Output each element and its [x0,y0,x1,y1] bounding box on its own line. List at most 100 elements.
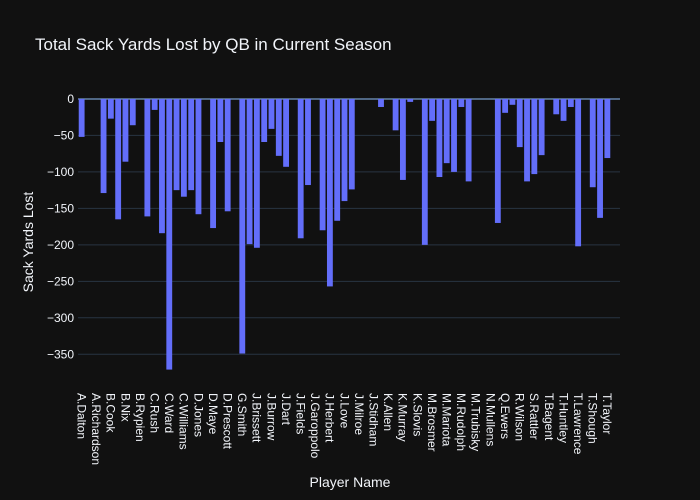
bar [443,98,450,164]
bar [253,98,260,248]
x-tick-label: D.Maye [206,393,220,435]
bar [560,98,567,121]
x-tick-label: M.Mariota [440,393,454,447]
bar [129,98,136,126]
bar [188,98,195,191]
bar [195,98,202,215]
x-tick-label: J.Dart [279,393,293,426]
y-tick-label: 0 [67,92,74,106]
bar [239,98,246,354]
bar [166,98,173,370]
bar [122,98,129,162]
x-tick-label: K.Murray [396,393,410,442]
x-tick-label: S.Rattler [527,393,541,440]
bar [421,98,428,245]
x-tick-label: D.Prescott [220,393,234,450]
y-tick-label: −50 [54,128,75,142]
bar [319,98,326,231]
y-tick-label: −300 [47,311,74,325]
x-tick-label: A.Richardson [89,393,103,465]
x-tick-label: J.Brissett [250,393,264,443]
x-tick-label: T.Lawrence [571,393,585,455]
bar [151,98,158,110]
bar [341,98,348,202]
bar [348,98,355,190]
bar [378,98,384,107]
x-tick-label: M.Rudolph [454,393,468,451]
bar [261,98,268,142]
bar [210,98,216,229]
y-tick-label: −350 [47,347,74,361]
x-tick-label: K.Slovis [410,393,424,436]
bar [597,98,603,218]
x-tick-label: B.Nix [118,393,132,422]
bar [407,98,414,102]
bar [494,98,501,223]
x-tick-label: J.Garoppolo [308,393,322,459]
x-tick-label: T.Bagent [542,393,556,441]
x-tick-label: J.Fields [293,393,307,434]
bar [436,98,443,178]
x-tick-label: C.Williams [177,393,191,450]
bar [326,98,333,287]
bar [531,98,538,175]
bar [429,98,436,121]
x-tick-label: J.Burrow [264,393,278,441]
bar [509,98,516,105]
bar [553,98,560,115]
bar [524,98,530,182]
y-tick-label: −250 [47,274,74,288]
bar [115,98,122,220]
x-tick-label: R.Wilson [513,393,527,441]
bar [275,98,282,156]
bar [224,98,231,212]
x-tick-label: J.Love [337,393,351,429]
bar [604,98,611,159]
x-tick-label: C.Rush [147,393,161,433]
x-tick-label: Q.Ewers [498,393,512,439]
x-tick-label: T.Taylor [600,393,614,434]
bar [399,98,406,180]
bar [78,98,85,137]
bar [465,98,472,182]
x-tick-label: D.Jones [191,393,205,437]
bar [159,98,165,234]
bar [502,98,509,113]
x-tick-label: A.Dalton [74,393,88,439]
x-tick-label: J.Stidham [367,393,381,446]
x-tick-label: T.Huntley [556,393,570,443]
x-axis-title: Player Name [310,474,391,490]
x-tick-label: M.Brosmer [425,393,439,452]
chart-title: Total Sack Yards Lost by QB in Current S… [35,35,392,54]
bar [538,98,545,156]
y-tick-label: −200 [47,238,74,252]
x-tick-label: T.Shough [586,393,600,444]
bar [589,98,596,188]
bar [334,98,341,221]
y-axis-title: Sack Yards Lost [20,192,36,293]
bar [575,98,582,247]
bar [107,98,114,119]
bar [392,98,399,131]
bar [268,98,275,129]
y-tick-label: −150 [47,201,74,215]
x-tick-label: M.Trubisky [469,393,483,451]
bar [246,98,253,245]
x-tick-label: J.Herbert [323,393,337,443]
bar [458,98,465,107]
x-tick-label: B.Rypien [133,393,147,442]
bar [100,98,107,194]
bar [144,98,151,217]
x-tick-label: J.Milroe [352,393,366,435]
bar [451,98,457,172]
x-tick-label: G.Smith [235,393,249,436]
bar [217,98,224,142]
x-tick-label: N.Mullens [483,393,497,446]
bar [173,98,180,191]
bar [567,98,574,107]
bar [516,98,523,148]
bar [297,98,304,239]
bar [305,98,311,186]
x-tick-label: C.Ward [162,393,176,433]
